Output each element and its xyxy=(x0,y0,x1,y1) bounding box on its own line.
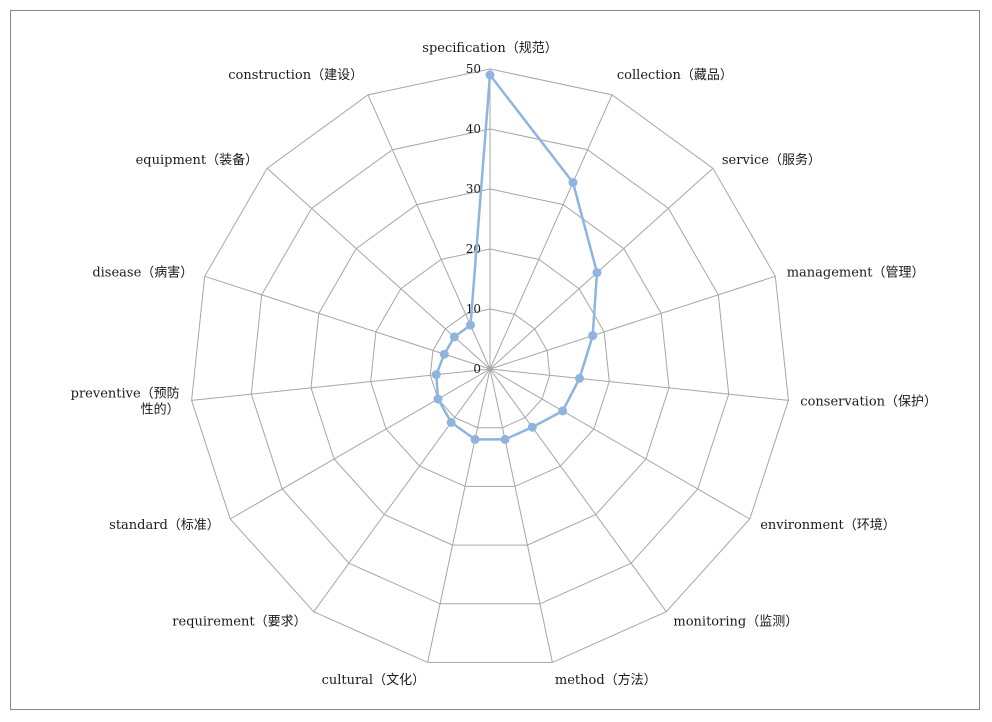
grid-spoke xyxy=(427,368,491,663)
data-point xyxy=(592,268,602,278)
category-label: monitoring（监测） xyxy=(673,614,798,629)
category-label: equipment（装备） xyxy=(136,152,259,168)
data-point xyxy=(431,370,441,380)
category-label: method（方法） xyxy=(555,672,657,688)
category-label: specification（规范） xyxy=(422,41,557,56)
data-point xyxy=(500,434,510,444)
grid-spoke xyxy=(489,368,553,663)
grid-ring xyxy=(429,308,551,429)
grid-spoke xyxy=(229,368,491,520)
data-point xyxy=(446,417,456,427)
grid-ring xyxy=(191,68,789,663)
category-label: environment（环境） xyxy=(760,518,896,533)
data-point xyxy=(527,422,537,432)
category-label: construction（建设） xyxy=(228,68,363,83)
grid-ring xyxy=(370,248,610,487)
data-point xyxy=(449,332,459,342)
category-label: preventive（预防性的） xyxy=(71,386,180,418)
grid-spoke xyxy=(489,275,776,370)
data-point xyxy=(485,70,495,80)
category-label: disease（病害） xyxy=(92,265,193,281)
category-label: management（管理） xyxy=(787,266,925,281)
grid-spoke xyxy=(313,368,491,612)
chart-frame xyxy=(10,10,980,710)
data-point xyxy=(588,331,598,341)
category-label: requirement（要求） xyxy=(172,614,306,629)
data-point xyxy=(568,178,578,188)
r-tick-label: 0 xyxy=(473,362,481,376)
grid-ring xyxy=(310,188,670,546)
data-point xyxy=(466,320,475,330)
r-tick-label: 20 xyxy=(466,242,481,256)
data-point xyxy=(433,394,443,404)
r-tick-label: 50 xyxy=(466,62,481,76)
grid-spoke xyxy=(489,94,613,370)
grid-ring xyxy=(250,128,730,605)
series-line xyxy=(435,73,599,441)
r-tick-label: 40 xyxy=(466,122,481,136)
r-tick-label: 30 xyxy=(466,182,481,196)
grid-spoke xyxy=(489,167,714,370)
grid-spoke xyxy=(489,368,789,401)
category-label: service（服务） xyxy=(722,152,821,168)
category-label: cultural（文化） xyxy=(322,673,426,688)
category-label: collection（藏品） xyxy=(617,68,733,83)
category-label: conservation（保护） xyxy=(800,395,937,410)
category-label: standard（标准） xyxy=(109,518,220,533)
data-point xyxy=(439,349,449,359)
data-point xyxy=(558,406,568,416)
grid-spoke xyxy=(191,368,491,401)
data-point xyxy=(575,373,584,383)
data-point xyxy=(470,434,480,444)
grid-spoke xyxy=(489,368,667,612)
r-tick-label: 10 xyxy=(466,302,481,316)
grid-spoke xyxy=(489,368,751,520)
